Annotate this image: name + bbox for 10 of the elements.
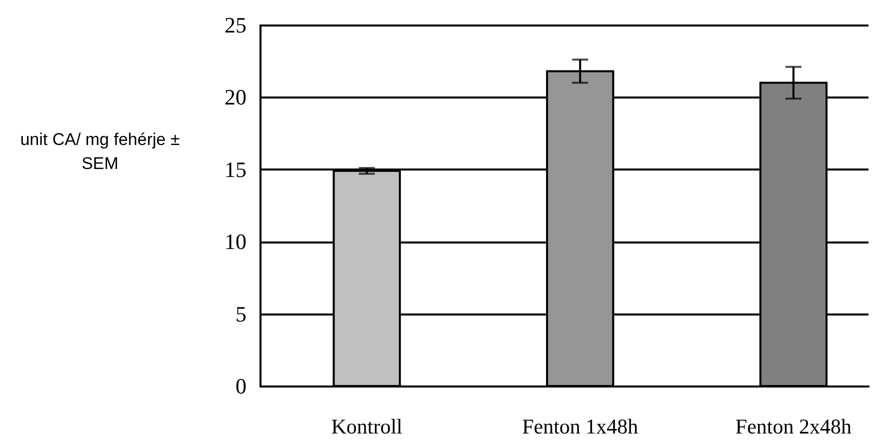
y-tick-label: 0 <box>236 374 246 398</box>
y-tick-label: 25 <box>224 12 246 38</box>
y-tick-label: 10 <box>224 229 246 254</box>
x-tick-label: Fenton 1x48h <box>522 414 639 438</box>
y-tick-label: 5 <box>236 301 246 326</box>
y-tick-label: 15 <box>224 156 246 182</box>
y-axis-title: unit CA/ mg fehérje ± SEM <box>20 129 180 175</box>
y-tick-label: 20 <box>224 84 246 110</box>
x-tick-label: Kontroll <box>331 414 403 438</box>
x-tick-label: Fenton 2x48h <box>735 414 852 438</box>
